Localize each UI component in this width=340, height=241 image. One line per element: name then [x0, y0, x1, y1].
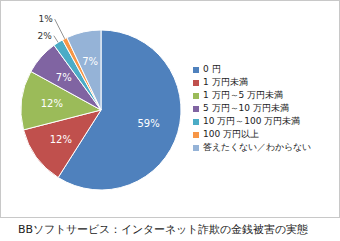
- html-text:答えたくない／わからない: 答えたくない／わからない: [203, 142, 311, 152]
- html-text:1 万円～5 万円未満: 1 万円～5 万円未満: [203, 90, 284, 100]
- html-text:1 万円未満: 1 万円未満: [203, 77, 248, 87]
- svg-text:12%: 12%: [50, 134, 72, 145]
- svg-text:7%: 7%: [82, 56, 98, 67]
- svg-text:59%: 59%: [138, 118, 160, 129]
- svg-text:1%: 1%: [38, 14, 53, 24]
- svg-text:7%: 7%: [56, 72, 72, 83]
- html-text:100 万円以上: 100 万円以上: [203, 129, 259, 139]
- html-text:BBソフトサービス：インターネット詐欺の金銭被害の実態: BBソフトサービス：インターネット詐欺の金銭被害の実態: [18, 223, 309, 236]
- html-text:0 円: 0 円: [203, 64, 221, 74]
- svg-text:12%: 12%: [41, 98, 63, 109]
- html-text:5 万円～10 万円未満: 5 万円～10 万円未満: [203, 103, 289, 113]
- svg-text:2%: 2%: [38, 31, 53, 41]
- html-text:10 万円～100 万円未満: 10 万円～100 万円未満: [203, 116, 301, 126]
